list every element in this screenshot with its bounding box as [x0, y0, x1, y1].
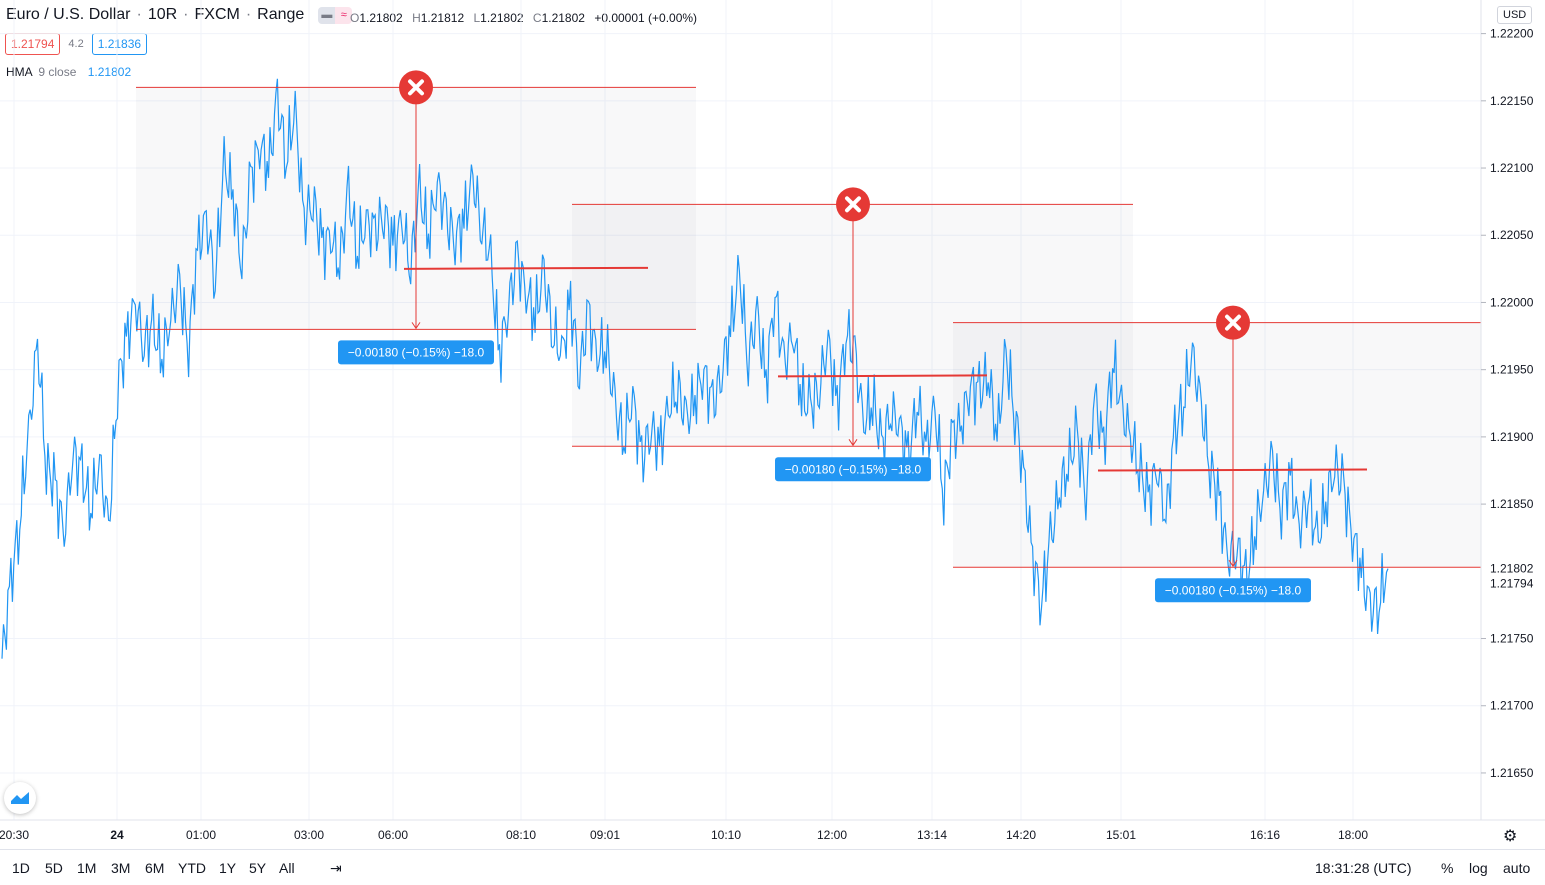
- chart-style[interactable]: Range: [257, 6, 305, 23]
- close-position-icon[interactable]: [399, 70, 433, 105]
- y-tick-label: 1.21700: [1490, 699, 1534, 713]
- separator: ·: [245, 6, 252, 23]
- range-1m[interactable]: 1M: [77, 860, 97, 876]
- high-label: H: [412, 11, 421, 25]
- close-value: 1.21802: [541, 11, 585, 25]
- percent-toggle[interactable]: %: [1441, 860, 1454, 876]
- time-axis[interactable]: 20:30 24 01:00 03:00 06:00 08:10 09:01 10:10 12:…: [0, 828, 1368, 842]
- price-chart[interactable]: −0.00180 (−0.15%) −18.0 −0.00180 (−0.15%)…: [0, 0, 1545, 849]
- x-tick-label: 12:00: [817, 828, 847, 842]
- close-position-icon[interactable]: [836, 187, 870, 222]
- position-label: −0.00180 (−0.15%) −18.0: [785, 462, 922, 476]
- arrow-head: [848, 439, 858, 447]
- y-tick-label: 1.21850: [1490, 497, 1534, 511]
- interval[interactable]: 10R: [147, 6, 178, 23]
- position-label: −0.00180 (−0.15%) −18.0: [1165, 583, 1302, 597]
- indicator-value: 1.21802: [87, 65, 132, 79]
- position-label: −0.00180 (−0.15%) −18.0: [348, 345, 485, 359]
- range-1d[interactable]: 1D: [12, 860, 30, 876]
- position-drawings[interactable]: −0.00180 (−0.15%) −18.0 −0.00180 (−0.15%)…: [136, 70, 1481, 603]
- open-label: O: [350, 11, 360, 25]
- tradingview-logo[interactable]: [4, 782, 36, 814]
- price-line: [1, 78, 1389, 659]
- x-tick-label: 13:14: [917, 828, 947, 842]
- x-tick-label: 10:10: [711, 828, 741, 842]
- chart-legend: Euro / U.S. Dollar · 10R · FXCM · Range …: [6, 6, 353, 24]
- x-tick-label: 24: [110, 828, 124, 842]
- arrow-head: [411, 322, 421, 330]
- y-tick-label: 1.21900: [1490, 430, 1534, 444]
- x-tick-label: 01:00: [186, 828, 216, 842]
- data-status-pill[interactable]: ▬ ≈: [318, 6, 353, 24]
- close-label: C: [532, 11, 542, 25]
- range-ytd[interactable]: YTD: [178, 860, 206, 876]
- date-range-icon[interactable]: ⇥: [330, 860, 342, 876]
- close-position-icon[interactable]: [1216, 305, 1250, 340]
- separator: ·: [136, 6, 142, 23]
- clock[interactable]: 18:31:28 (UTC): [1315, 860, 1412, 876]
- x-tick-label: 09:01: [590, 828, 620, 842]
- y-tick-label: 1.22200: [1490, 27, 1534, 41]
- currency-button[interactable]: USD: [1497, 6, 1533, 24]
- y-tick-label: 1.22150: [1490, 94, 1534, 108]
- position-label-bg: [338, 340, 494, 365]
- settings-gear-icon[interactable]: ⚙: [1503, 828, 1518, 845]
- position-label-bg: [1155, 578, 1311, 603]
- y-tick-label: 1.21950: [1490, 363, 1534, 377]
- change-value: +0.00001 (+0.00%): [594, 11, 698, 25]
- log-toggle[interactable]: log: [1469, 860, 1488, 876]
- ohlc-values: O1.21802 H1.21812 L1.21802 C1.21802 +0.0…: [350, 11, 703, 25]
- range-3m[interactable]: 3M: [111, 860, 131, 876]
- position-label-bg: [775, 457, 931, 482]
- range-5d[interactable]: 5D: [45, 860, 63, 876]
- x-tick-label: 06:00: [378, 828, 408, 842]
- x-tick-label: 08:10: [506, 828, 536, 842]
- x-tick-label: 14:20: [1006, 828, 1036, 842]
- indicator-params: 9 close: [38, 65, 77, 79]
- indicator-name: HMA: [6, 65, 33, 79]
- x-tick-label: 18:00: [1338, 828, 1368, 842]
- entry-line[interactable]: [777, 374, 988, 378]
- price-axis[interactable]: 1.22200 1.22150 1.22100 1.22050 1.22000 1.219…: [1481, 27, 1534, 780]
- range-all[interactable]: All: [279, 860, 295, 876]
- high-value: 1.21812: [420, 11, 465, 25]
- exchange: FXCM: [194, 6, 240, 23]
- grid: [0, 0, 1481, 820]
- range-1y[interactable]: 1Y: [219, 860, 237, 876]
- bid-price-label: 1.21794: [1490, 576, 1534, 590]
- logo-icon: [11, 792, 29, 804]
- separator: ·: [183, 6, 189, 23]
- symbol-name[interactable]: Euro / U.S. Dollar: [6, 6, 131, 23]
- wave-icon: ≈: [335, 6, 353, 24]
- x-tick-label: 15:01: [1106, 828, 1136, 842]
- minus-icon: ▬: [318, 6, 336, 24]
- x-tick-label: 20:30: [0, 828, 29, 842]
- x-tick-label: 16:16: [1250, 828, 1280, 842]
- y-tick-label: 1.22000: [1490, 295, 1534, 309]
- range-5y[interactable]: 5Y: [249, 860, 267, 876]
- y-tick-label: 1.21650: [1490, 766, 1534, 780]
- y-tick-label: 1.22050: [1490, 228, 1534, 242]
- y-tick-label: 1.21750: [1490, 632, 1534, 646]
- range-6m[interactable]: 6M: [145, 860, 165, 876]
- y-tick-label: 1.22100: [1490, 161, 1534, 175]
- low-label: L: [473, 11, 481, 25]
- bottom-toolbar: 1D 5D 1M 3M 6M YTD 1Y 5Y All ⇥ 18:31:28 …: [0, 849, 1545, 885]
- position-zone: [953, 322, 1481, 568]
- x-tick-label: 03:00: [294, 828, 324, 842]
- indicator-legend[interactable]: HMA 9 close 1.21802: [6, 65, 131, 79]
- auto-toggle[interactable]: auto: [1503, 860, 1531, 876]
- entry-line[interactable]: [403, 266, 649, 270]
- arrow-head: [1228, 560, 1238, 568]
- last-price-label: 1.21802: [1490, 562, 1534, 576]
- open-value: 1.21802: [359, 11, 403, 25]
- low-value: 1.21802: [480, 11, 524, 25]
- spread: 4.2: [68, 38, 84, 50]
